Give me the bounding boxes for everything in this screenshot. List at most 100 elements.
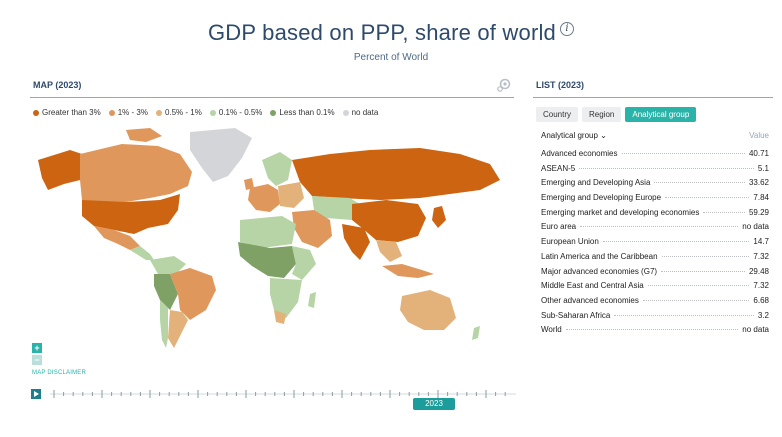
map-region-southeast-asia[interactable] (376, 240, 402, 262)
map-region-brazil[interactable] (170, 268, 216, 320)
list-item[interactable]: European Union 14.7 (541, 237, 769, 252)
timeline-slider[interactable] (50, 389, 516, 399)
legend-label: Greater than 3% (42, 108, 101, 117)
list-item[interactable]: Emerging market and developing economies… (541, 208, 769, 223)
map-region-china[interactable] (352, 200, 426, 242)
legend-item-greater-than-3[interactable]: Greater than 3% (33, 108, 101, 117)
map-region-usa[interactable] (82, 194, 180, 234)
leader-dots (621, 153, 745, 154)
title-block: GDP based on PPP, share of world i Percen… (0, 20, 782, 63)
list-item-name: Emerging and Developing Europe (541, 193, 662, 203)
map-region-indonesia[interactable] (382, 264, 434, 278)
leader-dots (647, 285, 750, 287)
map-panel-label: MAP (2023) (33, 80, 82, 90)
list-item[interactable]: Sub-Saharan Africa 3.2 (541, 311, 769, 326)
list-item[interactable]: Emerging and Developing Europe 7.84 (541, 193, 769, 208)
map-region-canada[interactable] (80, 144, 192, 204)
list-item-value: 7.32 (753, 251, 769, 261)
map-region-west-central-africa[interactable] (238, 242, 296, 278)
list-item-name: Euro area (541, 222, 577, 232)
group-list: Advanced economies 40.71 ASEAN-5 5.1 Emerg… (541, 149, 769, 340)
legend-item-less-than-0-1[interactable]: Less than 0.1% (270, 108, 335, 117)
map-region-north-africa[interactable] (240, 216, 296, 248)
map-region-south-africa[interactable] (274, 310, 286, 324)
group-sort-dropdown[interactable]: Analytical group ⌄ (541, 131, 607, 140)
list-item[interactable]: World no data (541, 325, 769, 340)
list-item-value: 29.48 (748, 266, 769, 276)
map-region-greenland[interactable] (190, 128, 252, 182)
leader-dots (580, 226, 739, 228)
list-item-name: World (541, 325, 562, 335)
legend-item-1-3[interactable]: 1% - 3% (108, 108, 148, 117)
map-region-chile[interactable] (160, 300, 168, 348)
list-item-value: 6.68 (753, 295, 769, 305)
map-region-western-europe[interactable] (248, 184, 280, 212)
map-region-russia[interactable] (292, 148, 500, 200)
map-region-japan[interactable] (432, 206, 446, 228)
list-item-value: 7.32 (753, 281, 769, 291)
leader-dots (565, 329, 739, 331)
list-item[interactable]: Advanced economies 40.71 (541, 149, 769, 164)
leader-dots (579, 167, 754, 169)
list-item-value: 3.2 (757, 310, 769, 320)
list-panel-label: LIST (2023) (536, 80, 585, 90)
map-region-middle-east[interactable] (292, 210, 332, 248)
map-region-southern-africa[interactable] (270, 278, 302, 318)
list-item-name: Other advanced economies (541, 295, 639, 305)
list-item-value: 14.7 (753, 237, 769, 247)
map-disclaimer-link[interactable]: MAP DISCLAIMER (32, 370, 87, 376)
legend-swatch (209, 109, 216, 116)
map-legend: Greater than 3% 1% - 3% 0.5% - 1% 0.1% -… (33, 108, 378, 117)
map-region-alaska[interactable] (38, 150, 82, 190)
map-region-colombia-venezuela[interactable] (150, 256, 186, 274)
list-item[interactable]: Other advanced economies 6.68 (541, 296, 769, 311)
list-panel-divider (533, 97, 773, 98)
map-region-eastern-europe[interactable] (278, 182, 304, 208)
map-region-new-zealand[interactable] (472, 326, 480, 340)
map-region-central-america[interactable] (130, 246, 154, 260)
tab-region[interactable]: Region (582, 107, 622, 122)
list-item[interactable]: Emerging and Developing Asia 33.62 (541, 178, 769, 193)
value-column-header: Value (749, 131, 769, 140)
list-item-value: 40.71 (748, 149, 769, 158)
list-item-name: European Union (541, 237, 599, 247)
map-region-peru-bolivia[interactable] (154, 274, 178, 310)
list-item[interactable]: Euro area no data (541, 222, 769, 237)
map-region-india[interactable] (342, 224, 370, 260)
world-map[interactable] (30, 124, 514, 349)
legend-label: 1% - 3% (117, 108, 148, 117)
legend-item-no-data[interactable]: no data (342, 108, 378, 117)
timeline-year-handle[interactable]: 2023 (413, 398, 455, 410)
leader-dots (602, 241, 750, 243)
map-region-canada-islands[interactable] (126, 128, 162, 142)
list-header: Analytical group ⌄ Value (541, 131, 769, 140)
map-region-australia[interactable] (400, 290, 456, 330)
list-item-name: Middle East and Central Asia (541, 281, 644, 291)
info-icon[interactable]: i (560, 22, 574, 36)
leader-dots (665, 197, 750, 199)
map-region-east-africa[interactable] (292, 246, 316, 280)
legend-item-0-5-1[interactable]: 0.5% - 1% (155, 108, 202, 117)
legend-label: 0.5% - 1% (164, 108, 202, 117)
zoom-out-button[interactable]: − (32, 355, 42, 365)
list-tabs: Country Region Analytical group (536, 107, 697, 122)
legend-label: 0.1% - 0.5% (218, 108, 263, 117)
play-button[interactable] (31, 389, 41, 399)
list-item-name: ASEAN-5 (541, 163, 576, 173)
tab-analytical-group[interactable]: Analytical group (625, 107, 697, 122)
legend-item-0-1-0-5[interactable]: 0.1% - 0.5% (209, 108, 263, 117)
settings-icon[interactable] (497, 78, 511, 92)
map-region-madagascar[interactable] (308, 292, 316, 308)
map-region-argentina[interactable] (168, 310, 188, 348)
list-item[interactable]: Middle East and Central Asia 7.32 (541, 281, 769, 296)
map-region-mexico[interactable] (94, 226, 140, 250)
map-region-scandinavia[interactable] (262, 152, 292, 186)
tab-country[interactable]: Country (536, 107, 579, 122)
map-region-uk[interactable] (244, 178, 254, 190)
list-item[interactable]: Latin America and the Caribbean 7.32 (541, 252, 769, 267)
leader-dots (614, 314, 754, 316)
list-item-value: no data (742, 325, 769, 335)
list-item[interactable]: Major advanced economies (G7) 29.48 (541, 267, 769, 282)
list-item[interactable]: ASEAN-5 5.1 (541, 164, 769, 179)
zoom-in-button[interactable]: + (32, 343, 42, 353)
